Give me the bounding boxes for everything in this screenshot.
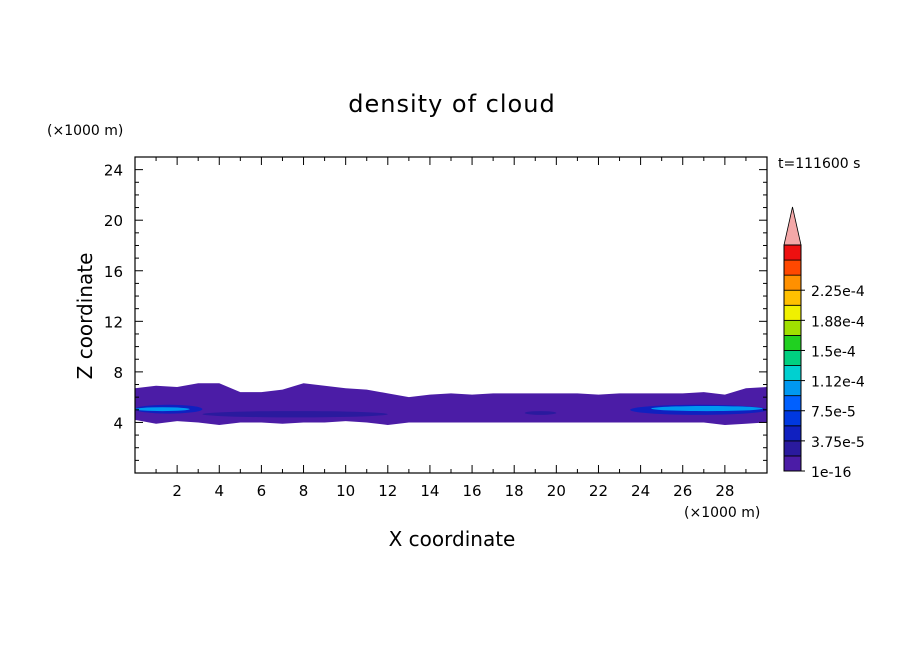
x-tick-label: 16 bbox=[463, 482, 482, 500]
plot-area bbox=[134, 156, 768, 474]
colorbar-swatch bbox=[783, 425, 802, 442]
colorbar-tick-label: 7.5e-5 bbox=[811, 405, 856, 421]
colorbar-tick-label: 2.25e-4 bbox=[811, 284, 865, 300]
cloud-inner-band-1 bbox=[202, 411, 388, 418]
cloud-peak-band-1 bbox=[651, 406, 763, 412]
colorbar-swatch bbox=[783, 455, 802, 472]
x-tick-label: 14 bbox=[420, 482, 439, 500]
x-tick-label: 22 bbox=[589, 482, 608, 500]
colorbar-swatch bbox=[783, 259, 802, 276]
plot-frame bbox=[134, 156, 768, 474]
cloud-peak-band-0 bbox=[135, 407, 190, 412]
cloud-inner-band-2 bbox=[524, 411, 557, 415]
x-axis-label: X coordinate bbox=[389, 527, 516, 551]
colorbar-swatch bbox=[783, 289, 802, 306]
y-tick-label: 16 bbox=[104, 263, 123, 281]
colorbar-tick-label: 1.5e-4 bbox=[811, 344, 856, 360]
x-tick-label: 10 bbox=[336, 482, 355, 500]
x-tick-label: 12 bbox=[378, 482, 397, 500]
y-axis-ticks: 4 8 12 16 20 24 bbox=[104, 162, 767, 461]
colorbar-swatch bbox=[783, 365, 802, 381]
y-tick-label: 12 bbox=[104, 313, 123, 331]
y-tick-label: 20 bbox=[104, 212, 123, 230]
colorbar-swatch bbox=[783, 440, 802, 457]
colorbar-tick-label: 1e-16 bbox=[811, 465, 851, 481]
colorbar-swatch bbox=[783, 395, 802, 412]
cloud-layer-region bbox=[135, 383, 767, 425]
colorbar-swatch bbox=[783, 319, 802, 336]
colorbar-swatch bbox=[783, 244, 802, 261]
y-axis-label: Z coordinate bbox=[73, 253, 97, 380]
x-tick-label: 8 bbox=[299, 482, 309, 500]
x-unit-label: (×1000 m) bbox=[684, 505, 760, 521]
y-tick-label: 4 bbox=[113, 414, 123, 432]
colorbar-swatch bbox=[783, 410, 802, 427]
colorbar: 1e-16 3.75e-5 7.5e-5 1.12e-4 1.5e-4 1.88e-4 2.… bbox=[783, 206, 865, 481]
colorbar-tick-label: 1.88e-4 bbox=[811, 314, 865, 330]
x-tick-label: 18 bbox=[505, 482, 524, 500]
x-tick-label: 20 bbox=[547, 482, 566, 500]
x-tick-label: 26 bbox=[673, 482, 692, 500]
y-unit-label: (×1000 m) bbox=[47, 123, 123, 139]
colorbar-frame bbox=[783, 244, 802, 472]
colorbar-tick-label: 3.75e-5 bbox=[811, 435, 865, 451]
x-tick-label: 2 bbox=[172, 482, 182, 500]
colorbar-tick-label: 1.12e-4 bbox=[811, 375, 865, 391]
x-tick-label: 6 bbox=[257, 482, 267, 500]
y-tick-label: 24 bbox=[104, 162, 123, 180]
x-tick-label: 4 bbox=[214, 482, 224, 500]
x-tick-label: 24 bbox=[631, 482, 650, 500]
time-label: t=111600 s bbox=[778, 156, 860, 172]
colorbar-swatch bbox=[783, 274, 802, 291]
colorbar-swatch bbox=[783, 304, 802, 321]
colorbar-overflow-arrow bbox=[783, 206, 802, 246]
colorbar-swatch bbox=[783, 350, 802, 366]
colorbar-swatch bbox=[783, 380, 802, 397]
y-tick-label: 8 bbox=[113, 364, 123, 382]
x-axis-ticks: 2 4 6 8 10 12 14 16 18 20 22 24 26 28 bbox=[155, 157, 747, 500]
x-tick-label: 28 bbox=[715, 482, 734, 500]
chart-title: density of cloud bbox=[348, 90, 555, 118]
colorbar-swatch bbox=[783, 334, 802, 351]
